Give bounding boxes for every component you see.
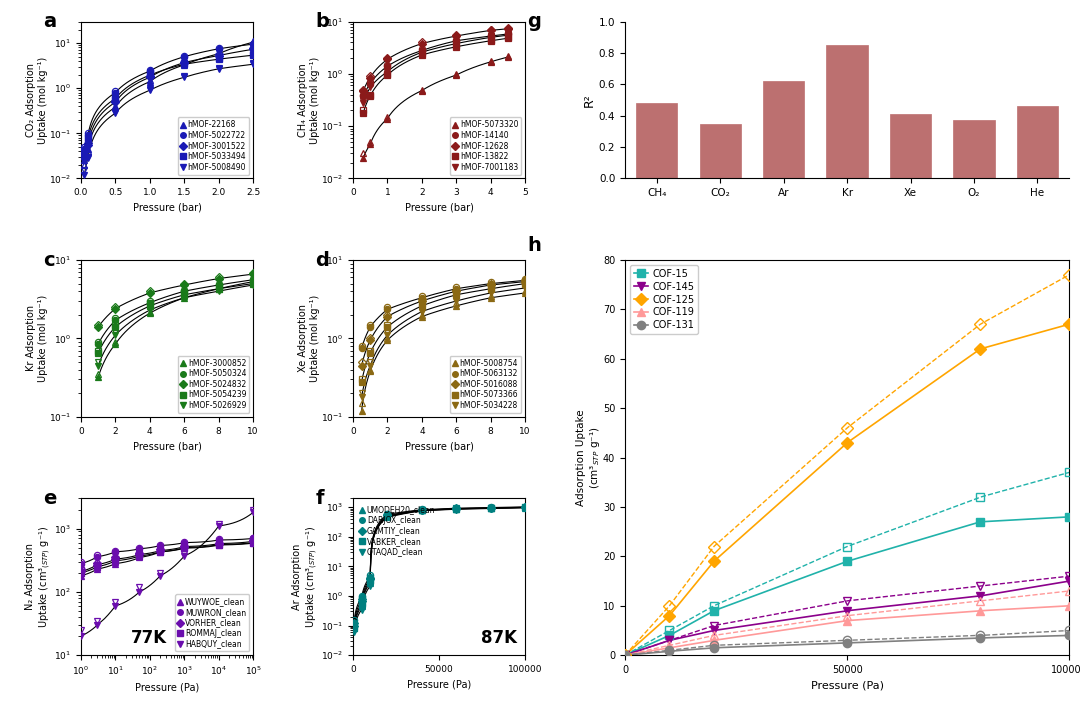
Bar bbox=[764, 81, 805, 179]
Text: g: g bbox=[527, 12, 541, 31]
Y-axis label: R²: R² bbox=[583, 93, 596, 107]
Legend: UMODEH20_clean, DARJOX_clean, GAMTIY_clean, VABKER_clean, OTAQAD_clean: UMODEH20_clean, DARJOX_clean, GAMTIY_cle… bbox=[356, 502, 438, 559]
X-axis label: Pressure (Pa): Pressure (Pa) bbox=[135, 683, 199, 693]
Y-axis label: Xe Adsorption
Uptake (mol kg⁻¹): Xe Adsorption Uptake (mol kg⁻¹) bbox=[298, 294, 320, 382]
Text: 298K: 298K bbox=[197, 153, 244, 171]
X-axis label: Pressure (Pa): Pressure (Pa) bbox=[811, 680, 883, 690]
Bar bbox=[954, 120, 995, 179]
Text: 273K: 273K bbox=[197, 391, 244, 409]
Y-axis label: Adsorption Uptake
(cm³$_{STP}$ g⁻¹): Adsorption Uptake (cm³$_{STP}$ g⁻¹) bbox=[576, 409, 602, 506]
X-axis label: Pressure (bar): Pressure (bar) bbox=[405, 203, 473, 212]
Text: d: d bbox=[315, 251, 329, 269]
Text: h: h bbox=[527, 236, 541, 256]
Legend: hMOF-5073320, hMOF-14140, hMOF-12628, hMOF-13822, hMOF-7001183: hMOF-5073320, hMOF-14140, hMOF-12628, hM… bbox=[450, 117, 522, 175]
Text: 298K: 298K bbox=[469, 153, 516, 171]
Text: e: e bbox=[43, 489, 56, 508]
Legend: hMOF-5008754, hMOF-5063132, hMOF-5016088, hMOF-5073366, hMOF-5034228: hMOF-5008754, hMOF-5063132, hMOF-5016088… bbox=[449, 356, 522, 413]
Y-axis label: N₂ Adsorption
Uptake (cm³$_{(STP)}$ g⁻¹): N₂ Adsorption Uptake (cm³$_{(STP)}$ g⁻¹) bbox=[26, 526, 53, 628]
Legend: hMOF-3000852, hMOF-5050324, hMOF-5024832, hMOF-5054239, hMOF-5026929: hMOF-3000852, hMOF-5050324, hMOF-5024832… bbox=[178, 356, 249, 413]
Bar bbox=[890, 114, 931, 179]
X-axis label: Pressure (bar): Pressure (bar) bbox=[133, 203, 202, 212]
Text: b: b bbox=[315, 12, 329, 31]
Text: a: a bbox=[43, 12, 56, 31]
Bar bbox=[826, 45, 867, 179]
Legend: hMOF-22168, hMOF-5022722, hMOF-3001522, hMOF-5033494, hMOF-5008490: hMOF-22168, hMOF-5022722, hMOF-3001522, … bbox=[178, 117, 249, 175]
Text: 77K: 77K bbox=[131, 629, 167, 647]
Text: f: f bbox=[315, 489, 324, 508]
X-axis label: Pressure (bar): Pressure (bar) bbox=[405, 441, 473, 451]
Y-axis label: CH₄ Adsorption
Uptake (mol kg⁻¹): CH₄ Adsorption Uptake (mol kg⁻¹) bbox=[298, 56, 320, 144]
Legend: COF-15, COF-145, COF-125, COF-119, COF-131: COF-15, COF-145, COF-125, COF-119, COF-1… bbox=[630, 265, 699, 334]
Y-axis label: CO₂ Adsorption
Uptake (mol kg⁻¹): CO₂ Adsorption Uptake (mol kg⁻¹) bbox=[26, 56, 48, 144]
Bar bbox=[636, 103, 677, 179]
X-axis label: Pressure (bar): Pressure (bar) bbox=[133, 441, 202, 451]
Bar bbox=[1017, 107, 1058, 179]
Text: c: c bbox=[43, 251, 55, 269]
Y-axis label: Kr Adsorption
Uptake (mol kg⁻¹): Kr Adsorption Uptake (mol kg⁻¹) bbox=[26, 294, 48, 382]
Legend: WUYWOE_clean, MUWRON_clean, VORHER_clean, ROMMAJ_clean, HABQUY_clean: WUYWOE_clean, MUWRON_clean, VORHER_clean… bbox=[175, 594, 249, 652]
Bar bbox=[700, 124, 741, 179]
Text: 87K: 87K bbox=[481, 629, 516, 647]
Y-axis label: Ar Adsorption
Uptake (cm³$_{(STP)}$ g⁻¹): Ar Adsorption Uptake (cm³$_{(STP)}$ g⁻¹) bbox=[293, 526, 320, 628]
X-axis label: Pressure (Pa): Pressure (Pa) bbox=[407, 680, 471, 690]
Text: 273K: 273K bbox=[469, 391, 516, 409]
